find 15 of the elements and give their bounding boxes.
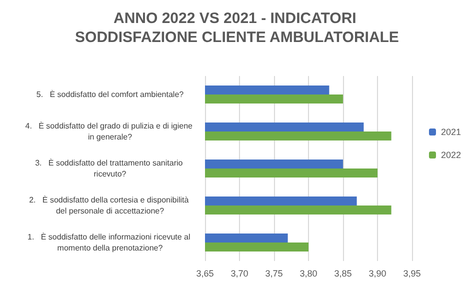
y-tick-label: 1. È soddisfatto delle informazioni ricevute al momento della prenotazione? — [28, 232, 192, 252]
y-tick-label: 4. È soddisfatto del grado di pulizia e di igiene in generale? — [25, 122, 195, 142]
legend-label: 2021 — [440, 127, 462, 137]
x-tick-label: 3,80 — [300, 268, 318, 278]
x-tick-label: 3,85 — [334, 268, 352, 278]
x-tick-label: 3,95 — [403, 268, 421, 278]
legend-label: 2022 — [440, 150, 462, 160]
x-tick-label: 3,90 — [368, 268, 386, 278]
x-tick-label: 3,75 — [265, 268, 283, 278]
y-tick-label: 5. È soddisfatto del comfort ambientale? — [36, 90, 184, 99]
y-tick-label: 3. È soddisfatto del trattamento sanitario ricevuto? — [35, 158, 185, 178]
x-tick-label: 3,65 — [196, 268, 214, 278]
x-tick-label: 3,70 — [230, 268, 248, 278]
y-tick-label: 2. È soddisfatto della cortesia e disponibilità del personale di accettazione? — [29, 196, 191, 216]
chart-title: ANNO 2022 VS 2021 - INDICATORI SODDISFAZIONE CLIENTE AMBULATORIALE — [75, 10, 399, 46]
